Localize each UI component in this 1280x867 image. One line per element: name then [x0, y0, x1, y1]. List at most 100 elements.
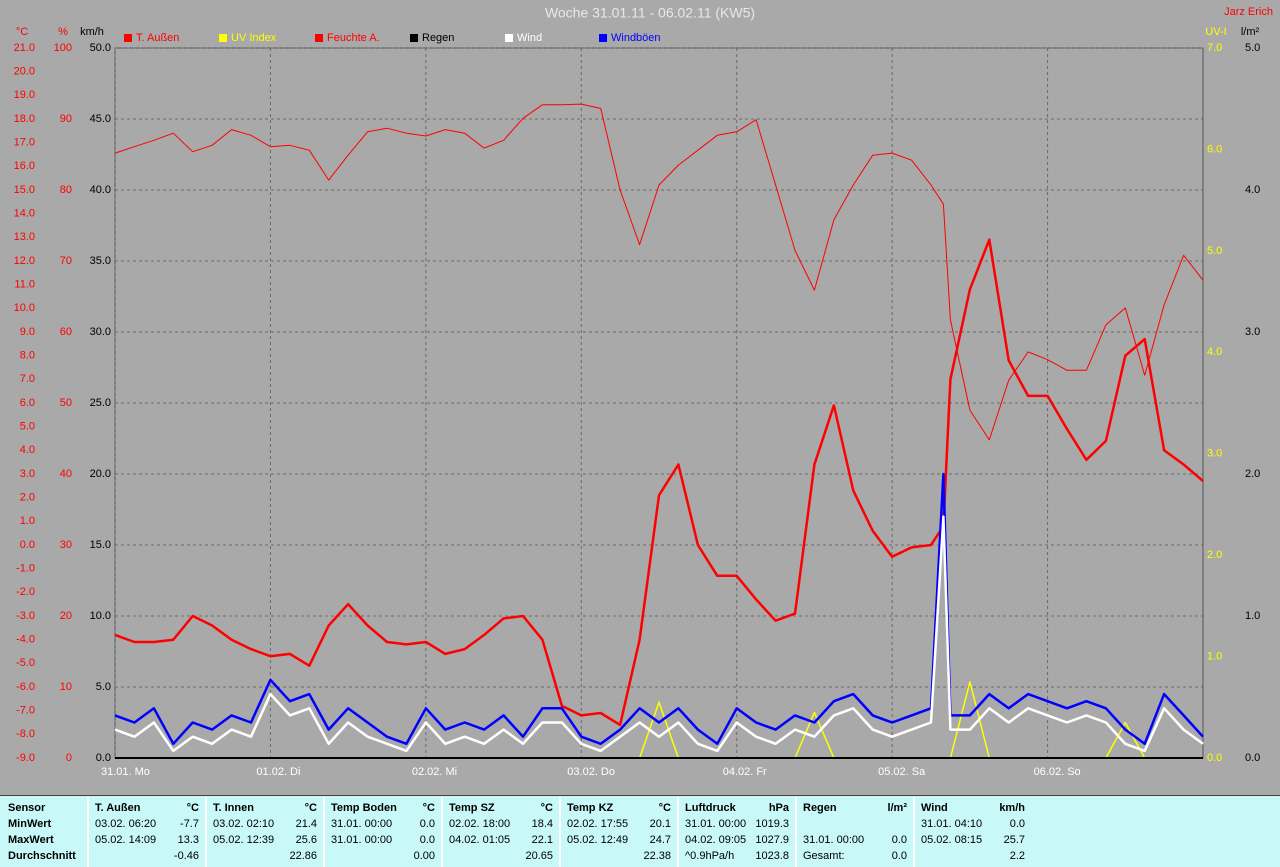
y-tick-label: 14.0: [14, 208, 35, 220]
y-tick-label: 6.0: [1207, 143, 1222, 155]
y-tick-label: 40: [60, 468, 72, 480]
y-tick-label: 5.0: [1207, 245, 1222, 257]
legend-label: Wind: [517, 32, 542, 44]
column-unit: km/h: [999, 802, 1025, 814]
cell-time: 05.02. 14:09: [95, 834, 156, 846]
legend-swatch: [124, 34, 132, 42]
y-tick-label: -3.0: [16, 610, 35, 622]
legend-swatch: [505, 34, 513, 42]
x-tick-label: 02.02. Mi: [412, 766, 457, 778]
cell-value: -7.7: [180, 818, 199, 830]
cell-time: 02.02. 18:00: [449, 818, 510, 830]
y-tick-label: 16.0: [14, 160, 35, 172]
legend-label: Windböen: [611, 32, 661, 44]
y-tick-label: 50.0: [90, 42, 111, 54]
stats-panel: [0, 795, 1280, 867]
y-tick-label: -1.0: [16, 563, 35, 575]
y-tick-label: 0.0: [1245, 752, 1260, 764]
y-tick-label: 4.0: [1245, 184, 1260, 196]
y-tick-label: 20: [60, 610, 72, 622]
y-tick-label: 17.0: [14, 137, 35, 149]
cell-value: 20.65: [525, 850, 553, 862]
y-tick-label: 3.0: [1207, 448, 1222, 460]
cell-time: 02.02. 17:55: [567, 818, 628, 830]
column-header: Temp KZ: [567, 802, 614, 814]
y-tick-label: 21.0: [14, 42, 35, 54]
y-tick-label: 5.0: [1245, 42, 1260, 54]
y-tick-label: 18.0: [14, 113, 35, 125]
cell-value: 0.0: [420, 818, 435, 830]
y-tick-label: 3.0: [20, 468, 35, 480]
axis-unit: %: [58, 26, 68, 38]
column-unit: hPa: [769, 802, 790, 814]
cell-time: 05.02. 12:39: [213, 834, 274, 846]
cell-value: 22.1: [532, 834, 553, 846]
y-tick-label: 10.0: [90, 610, 111, 622]
y-tick-label: 9.0: [20, 326, 35, 338]
y-tick-label: 4.0: [20, 444, 35, 456]
cell-value: -0.46: [174, 850, 199, 862]
cell-time: 31.01. 00:00: [331, 818, 392, 830]
column-unit: °C: [305, 802, 317, 814]
row-label: MaxWert: [8, 834, 54, 846]
cell-value: 13.3: [178, 834, 199, 846]
chart-title: Woche 31.01.11 - 06.02.11 (KW5): [545, 5, 755, 21]
axis-unit: UV-I: [1205, 26, 1226, 38]
y-tick-label: 2.0: [1207, 549, 1222, 561]
cell-value: 1019.3: [755, 818, 789, 830]
y-tick-label: 5.0: [20, 421, 35, 433]
y-tick-label: 0.0: [96, 752, 111, 764]
cell-value: 25.7: [1004, 834, 1025, 846]
cell-time: 05.02. 08:15: [921, 834, 982, 846]
y-tick-label: 0.0: [20, 539, 35, 551]
legend-swatch: [410, 34, 418, 42]
y-tick-label: 7.0: [1207, 42, 1222, 54]
y-tick-label: 70: [60, 255, 72, 267]
y-tick-label: 60: [60, 326, 72, 338]
y-tick-label: 80: [60, 184, 72, 196]
cell-value: 0.0: [892, 834, 907, 846]
y-tick-label: -6.0: [16, 681, 35, 693]
row-label: Sensor: [8, 802, 46, 814]
y-tick-label: 40.0: [90, 184, 111, 196]
column-header: T. Innen: [213, 802, 254, 814]
x-tick-label: 05.02. Sa: [878, 766, 926, 778]
cell-time: 03.02. 02:10: [213, 818, 274, 830]
y-tick-label: 50: [60, 397, 72, 409]
cell-value: 22.38: [643, 850, 671, 862]
y-tick-label: -2.0: [16, 586, 35, 598]
axis-unit: km/h: [80, 26, 104, 38]
y-tick-label: 0: [66, 752, 72, 764]
cell-value: 20.1: [650, 818, 671, 830]
column-unit: °C: [423, 802, 435, 814]
cell-value: 22.86: [289, 850, 317, 862]
cell-value: 0.0: [1010, 818, 1025, 830]
axis-unit: °C: [16, 26, 28, 38]
y-tick-label: 11.0: [14, 279, 35, 291]
legend-label: UV Index: [231, 32, 277, 44]
series-line: [114, 472, 1204, 746]
x-tick-label: 06.02. So: [1034, 766, 1081, 778]
y-tick-label: -7.0: [16, 705, 35, 717]
legend-swatch: [315, 34, 323, 42]
cell-time: 31.01. 00:00: [803, 834, 864, 846]
cell-value: 1023.8: [755, 850, 789, 862]
y-tick-label: 3.0: [1245, 326, 1260, 338]
y-tick-label: 13.0: [14, 231, 35, 243]
cell-value: 21.4: [296, 818, 317, 830]
legend-label: T. Außen: [136, 32, 179, 44]
legend-label: Regen: [422, 32, 454, 44]
column-header: Regen: [803, 802, 837, 814]
column-header: Wind: [921, 802, 948, 814]
y-tick-label: 4.0: [1207, 346, 1222, 358]
y-tick-label: 1.0: [1207, 650, 1222, 662]
cell-time: 31.01. 04:10: [921, 818, 982, 830]
cell-time: 03.02. 06:20: [95, 818, 156, 830]
column-header: Temp SZ: [449, 802, 495, 814]
legend-label: Feuchte A.: [327, 32, 380, 44]
cell-value: 25.6: [296, 834, 317, 846]
column-unit: °C: [187, 802, 199, 814]
cell-value: 0.0: [420, 834, 435, 846]
column-unit: °C: [541, 802, 553, 814]
